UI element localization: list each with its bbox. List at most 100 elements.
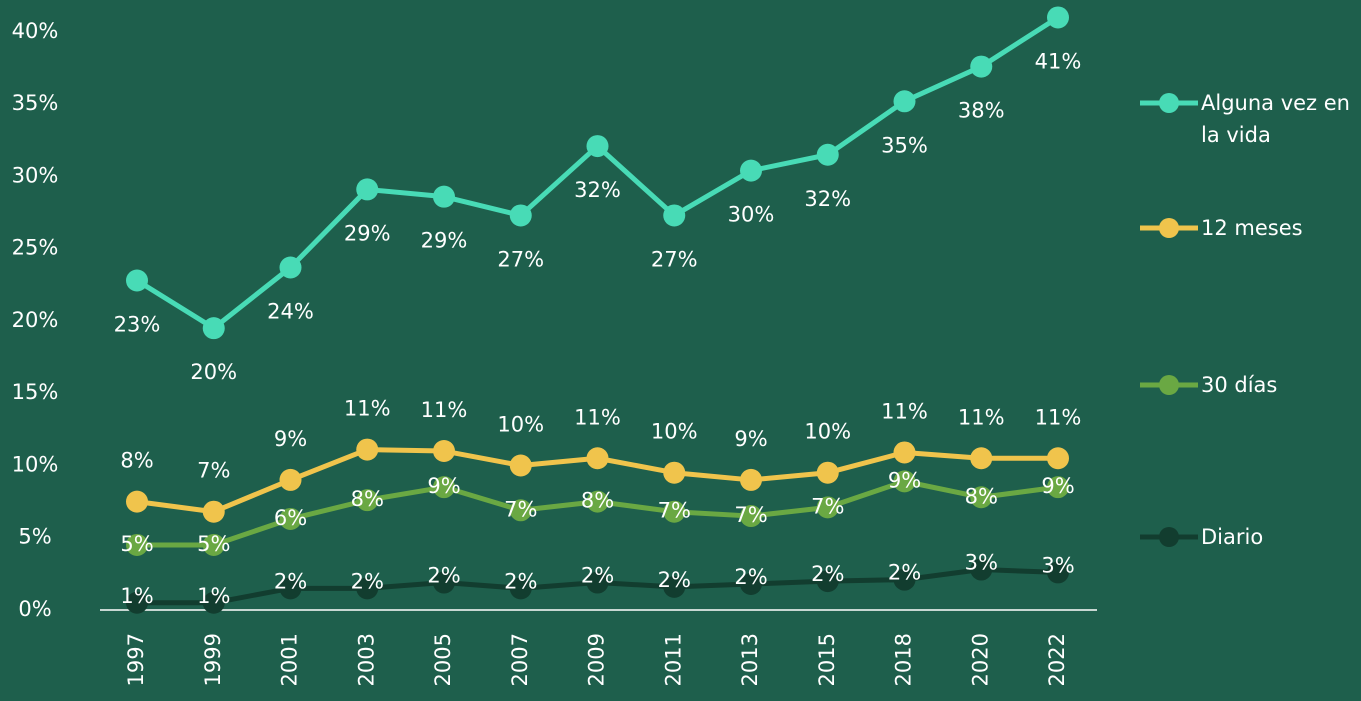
data-label: 2% [427, 564, 460, 588]
data-point [433, 185, 455, 208]
data-point [586, 571, 609, 594]
data-point [970, 447, 993, 470]
data-label: 24% [267, 299, 314, 323]
data-label: 20% [190, 360, 237, 384]
legend-marker [1159, 375, 1179, 395]
data-label: 7% [197, 459, 230, 483]
x-tick-label: 2007 [508, 633, 532, 686]
data-point [279, 468, 302, 491]
data-point [202, 317, 225, 340]
data-label: 2% [504, 569, 537, 593]
data-point [126, 533, 148, 556]
data-point [509, 499, 532, 522]
data-label: 32% [804, 187, 851, 211]
data-point [663, 204, 686, 227]
data-label: 7% [504, 497, 537, 521]
data-point [126, 269, 148, 292]
data-point [816, 496, 839, 519]
data-label: 27% [651, 247, 698, 271]
data-label: 2% [734, 565, 767, 589]
data-point [893, 568, 916, 591]
data-point [433, 571, 455, 594]
data-point [356, 489, 379, 512]
data-label: 9% [1041, 474, 1074, 498]
data-point [202, 533, 225, 556]
data-point [1047, 476, 1069, 499]
data-point [356, 438, 379, 461]
data-point [509, 204, 532, 227]
legend-marker [1159, 218, 1179, 238]
legend-label: 12 meses [1201, 216, 1303, 240]
data-point [893, 90, 916, 113]
data-label: 7% [811, 494, 844, 518]
data-point [663, 500, 686, 523]
x-tick-label: 1997 [124, 633, 148, 686]
legend-label: Diario [1201, 525, 1264, 549]
data-label: 10% [651, 420, 698, 444]
y-tick-label: 5% [18, 525, 51, 549]
data-label: 5% [197, 532, 230, 556]
data-label: 11% [421, 398, 468, 422]
x-tick-label: 1999 [201, 633, 225, 686]
data-point [586, 490, 609, 513]
data-point [816, 461, 839, 484]
data-label: 29% [344, 221, 391, 245]
data-point [586, 447, 609, 470]
data-label: 2% [811, 562, 844, 586]
x-tick-label: 2011 [661, 633, 685, 686]
data-point [202, 591, 225, 614]
x-tick-label: 2001 [278, 633, 302, 686]
data-label: 8% [581, 489, 614, 513]
data-label: 9% [427, 474, 460, 498]
data-point [509, 577, 532, 600]
data-label: 6% [274, 506, 307, 530]
y-tick-label: 35% [12, 91, 59, 115]
y-tick-label: 40% [12, 19, 59, 43]
data-point [740, 468, 762, 491]
data-point [126, 591, 148, 614]
legend-label: 30 días [1201, 373, 1278, 397]
data-label: 11% [958, 405, 1005, 429]
data-point [970, 558, 993, 581]
x-tick-label: 2020 [968, 633, 992, 686]
data-label: 7% [658, 499, 691, 523]
data-label: 9% [734, 427, 767, 451]
data-point [279, 577, 302, 600]
data-point [586, 135, 609, 158]
data-point [816, 143, 839, 166]
data-point [126, 490, 148, 513]
data-label: 10% [804, 420, 851, 444]
data-label: 29% [421, 229, 468, 253]
x-tick-label: 2015 [815, 633, 839, 686]
data-label: 2% [274, 569, 307, 593]
data-point [1047, 447, 1069, 470]
data-label: 11% [344, 397, 391, 421]
data-label: 27% [497, 247, 544, 271]
y-tick-label: 20% [12, 308, 59, 332]
data-point [740, 572, 762, 595]
data-point [740, 159, 762, 182]
legend-marker [1159, 527, 1179, 547]
data-point [356, 178, 379, 201]
legend-label: Alguna vez en la vida [1201, 91, 1350, 147]
data-label: 8% [965, 484, 998, 508]
data-label: 35% [881, 133, 928, 157]
data-label: 23% [114, 312, 161, 336]
data-label: 8% [120, 449, 153, 473]
data-label: 9% [274, 427, 307, 451]
data-label: 10% [497, 412, 544, 436]
data-label: 2% [658, 568, 691, 592]
y-tick-label: 0% [18, 597, 51, 621]
data-label: 41% [1035, 49, 1082, 73]
x-tick-label: 2003 [354, 633, 378, 686]
data-point [970, 486, 993, 509]
data-point [202, 500, 225, 523]
data-point [1047, 6, 1069, 29]
data-point [893, 441, 916, 464]
data-point [970, 55, 993, 78]
x-tick-label: 2005 [431, 633, 455, 686]
data-point [816, 570, 839, 593]
data-point [740, 505, 762, 528]
